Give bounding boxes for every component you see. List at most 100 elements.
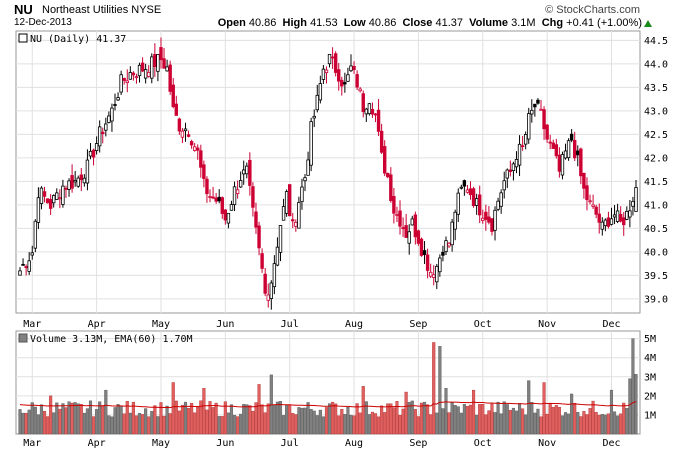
volume-bar bbox=[61, 403, 65, 435]
month-tick-label: May bbox=[152, 438, 170, 449]
candle-body bbox=[545, 124, 549, 140]
candle-body bbox=[321, 68, 326, 80]
candle-body bbox=[52, 195, 56, 204]
candle-body bbox=[615, 210, 620, 222]
candle-body bbox=[300, 186, 304, 203]
candle-body bbox=[530, 109, 534, 115]
volume-bar bbox=[582, 411, 586, 435]
candle-body bbox=[511, 163, 516, 171]
candle-body bbox=[294, 222, 298, 227]
volume-bar bbox=[183, 401, 188, 435]
candle-body bbox=[459, 186, 464, 189]
candle-body bbox=[428, 271, 433, 277]
candle-body bbox=[576, 150, 580, 156]
volume-bar bbox=[438, 346, 442, 435]
candle-body bbox=[291, 219, 295, 222]
candle-body bbox=[364, 108, 369, 115]
volume-bar bbox=[361, 386, 365, 435]
volume-tick-label: 1M bbox=[644, 410, 656, 421]
candle-body bbox=[514, 159, 519, 168]
volume-bar bbox=[560, 415, 564, 435]
volume-bar bbox=[55, 402, 59, 435]
volume-bar bbox=[159, 402, 163, 435]
volume-bar bbox=[478, 404, 482, 435]
high-label: High bbox=[282, 17, 307, 29]
candle-body bbox=[490, 218, 494, 232]
candle-body bbox=[471, 188, 476, 206]
volume-bar bbox=[502, 401, 506, 435]
candle-body bbox=[122, 77, 126, 81]
candle-body bbox=[143, 69, 148, 79]
price-tick-label: 41.0 bbox=[644, 200, 668, 211]
exchange: NYSE bbox=[131, 4, 162, 16]
candle-body bbox=[140, 62, 145, 72]
candle-body bbox=[275, 246, 280, 266]
candle-body bbox=[493, 209, 497, 231]
volume-bar bbox=[389, 403, 393, 435]
candle-body bbox=[416, 230, 421, 244]
volume-bar bbox=[545, 413, 549, 435]
volume-bar bbox=[570, 393, 574, 435]
volume-bar bbox=[36, 414, 40, 435]
volume-bar bbox=[606, 413, 610, 435]
volume-bar bbox=[554, 405, 558, 435]
volume-bar bbox=[367, 414, 371, 435]
candle-body bbox=[563, 150, 568, 159]
month-tick-label: Mar bbox=[23, 438, 41, 449]
candle-body bbox=[39, 187, 44, 204]
month-tick-label: Aug bbox=[345, 319, 363, 330]
volume-bar bbox=[24, 412, 28, 435]
candle-body bbox=[573, 140, 577, 159]
candle-body bbox=[594, 206, 598, 215]
volume-bar bbox=[628, 378, 632, 435]
candle-body bbox=[404, 225, 408, 238]
candle-body bbox=[579, 148, 583, 177]
volume-bar bbox=[585, 414, 589, 435]
candle-body bbox=[447, 242, 451, 247]
candle-body bbox=[631, 200, 635, 207]
candle-body bbox=[527, 113, 531, 140]
volume-bar bbox=[122, 413, 126, 435]
candle-body bbox=[628, 210, 632, 218]
month-tick-label: Mar bbox=[23, 319, 41, 330]
candle-body bbox=[147, 71, 151, 77]
volume-bar bbox=[490, 403, 494, 435]
volume-bar bbox=[462, 404, 466, 435]
volume-bar bbox=[551, 406, 555, 435]
volume-bar bbox=[340, 409, 344, 435]
volume-bar bbox=[484, 414, 488, 435]
month-tick-label: Jul bbox=[281, 438, 299, 449]
volume-bar bbox=[42, 410, 47, 435]
candle-body bbox=[395, 214, 399, 216]
volume-bar bbox=[352, 415, 356, 435]
candle-body bbox=[70, 175, 74, 189]
volume-bar bbox=[199, 400, 203, 435]
candle-body bbox=[55, 192, 59, 200]
candle-body bbox=[165, 66, 169, 72]
volume-bar bbox=[119, 406, 123, 435]
volume-bar bbox=[459, 412, 463, 435]
candle-body bbox=[361, 93, 365, 113]
candle-body bbox=[554, 144, 559, 157]
price-tick-label: 43.0 bbox=[644, 106, 668, 117]
price-tick-label: 39.5 bbox=[644, 271, 668, 282]
volume-bar bbox=[631, 338, 635, 435]
volume-bar bbox=[211, 407, 215, 435]
candle-body bbox=[153, 54, 157, 68]
candle-body bbox=[189, 141, 194, 146]
volume-bar bbox=[383, 412, 387, 435]
volume-bar bbox=[591, 400, 595, 435]
candle-body bbox=[192, 146, 197, 151]
volume-bar bbox=[226, 412, 230, 435]
candle-body bbox=[566, 140, 571, 159]
volume-bar bbox=[616, 415, 620, 435]
candle-body bbox=[450, 221, 454, 246]
volume-bar bbox=[447, 412, 451, 435]
candle-body bbox=[159, 47, 163, 61]
volume-bar bbox=[524, 414, 528, 435]
volume-tick-label: 2M bbox=[644, 391, 656, 402]
volume-bar bbox=[288, 404, 292, 435]
candle-body bbox=[251, 186, 255, 208]
candle-body bbox=[588, 200, 592, 203]
volume-label: Volume bbox=[469, 17, 509, 29]
